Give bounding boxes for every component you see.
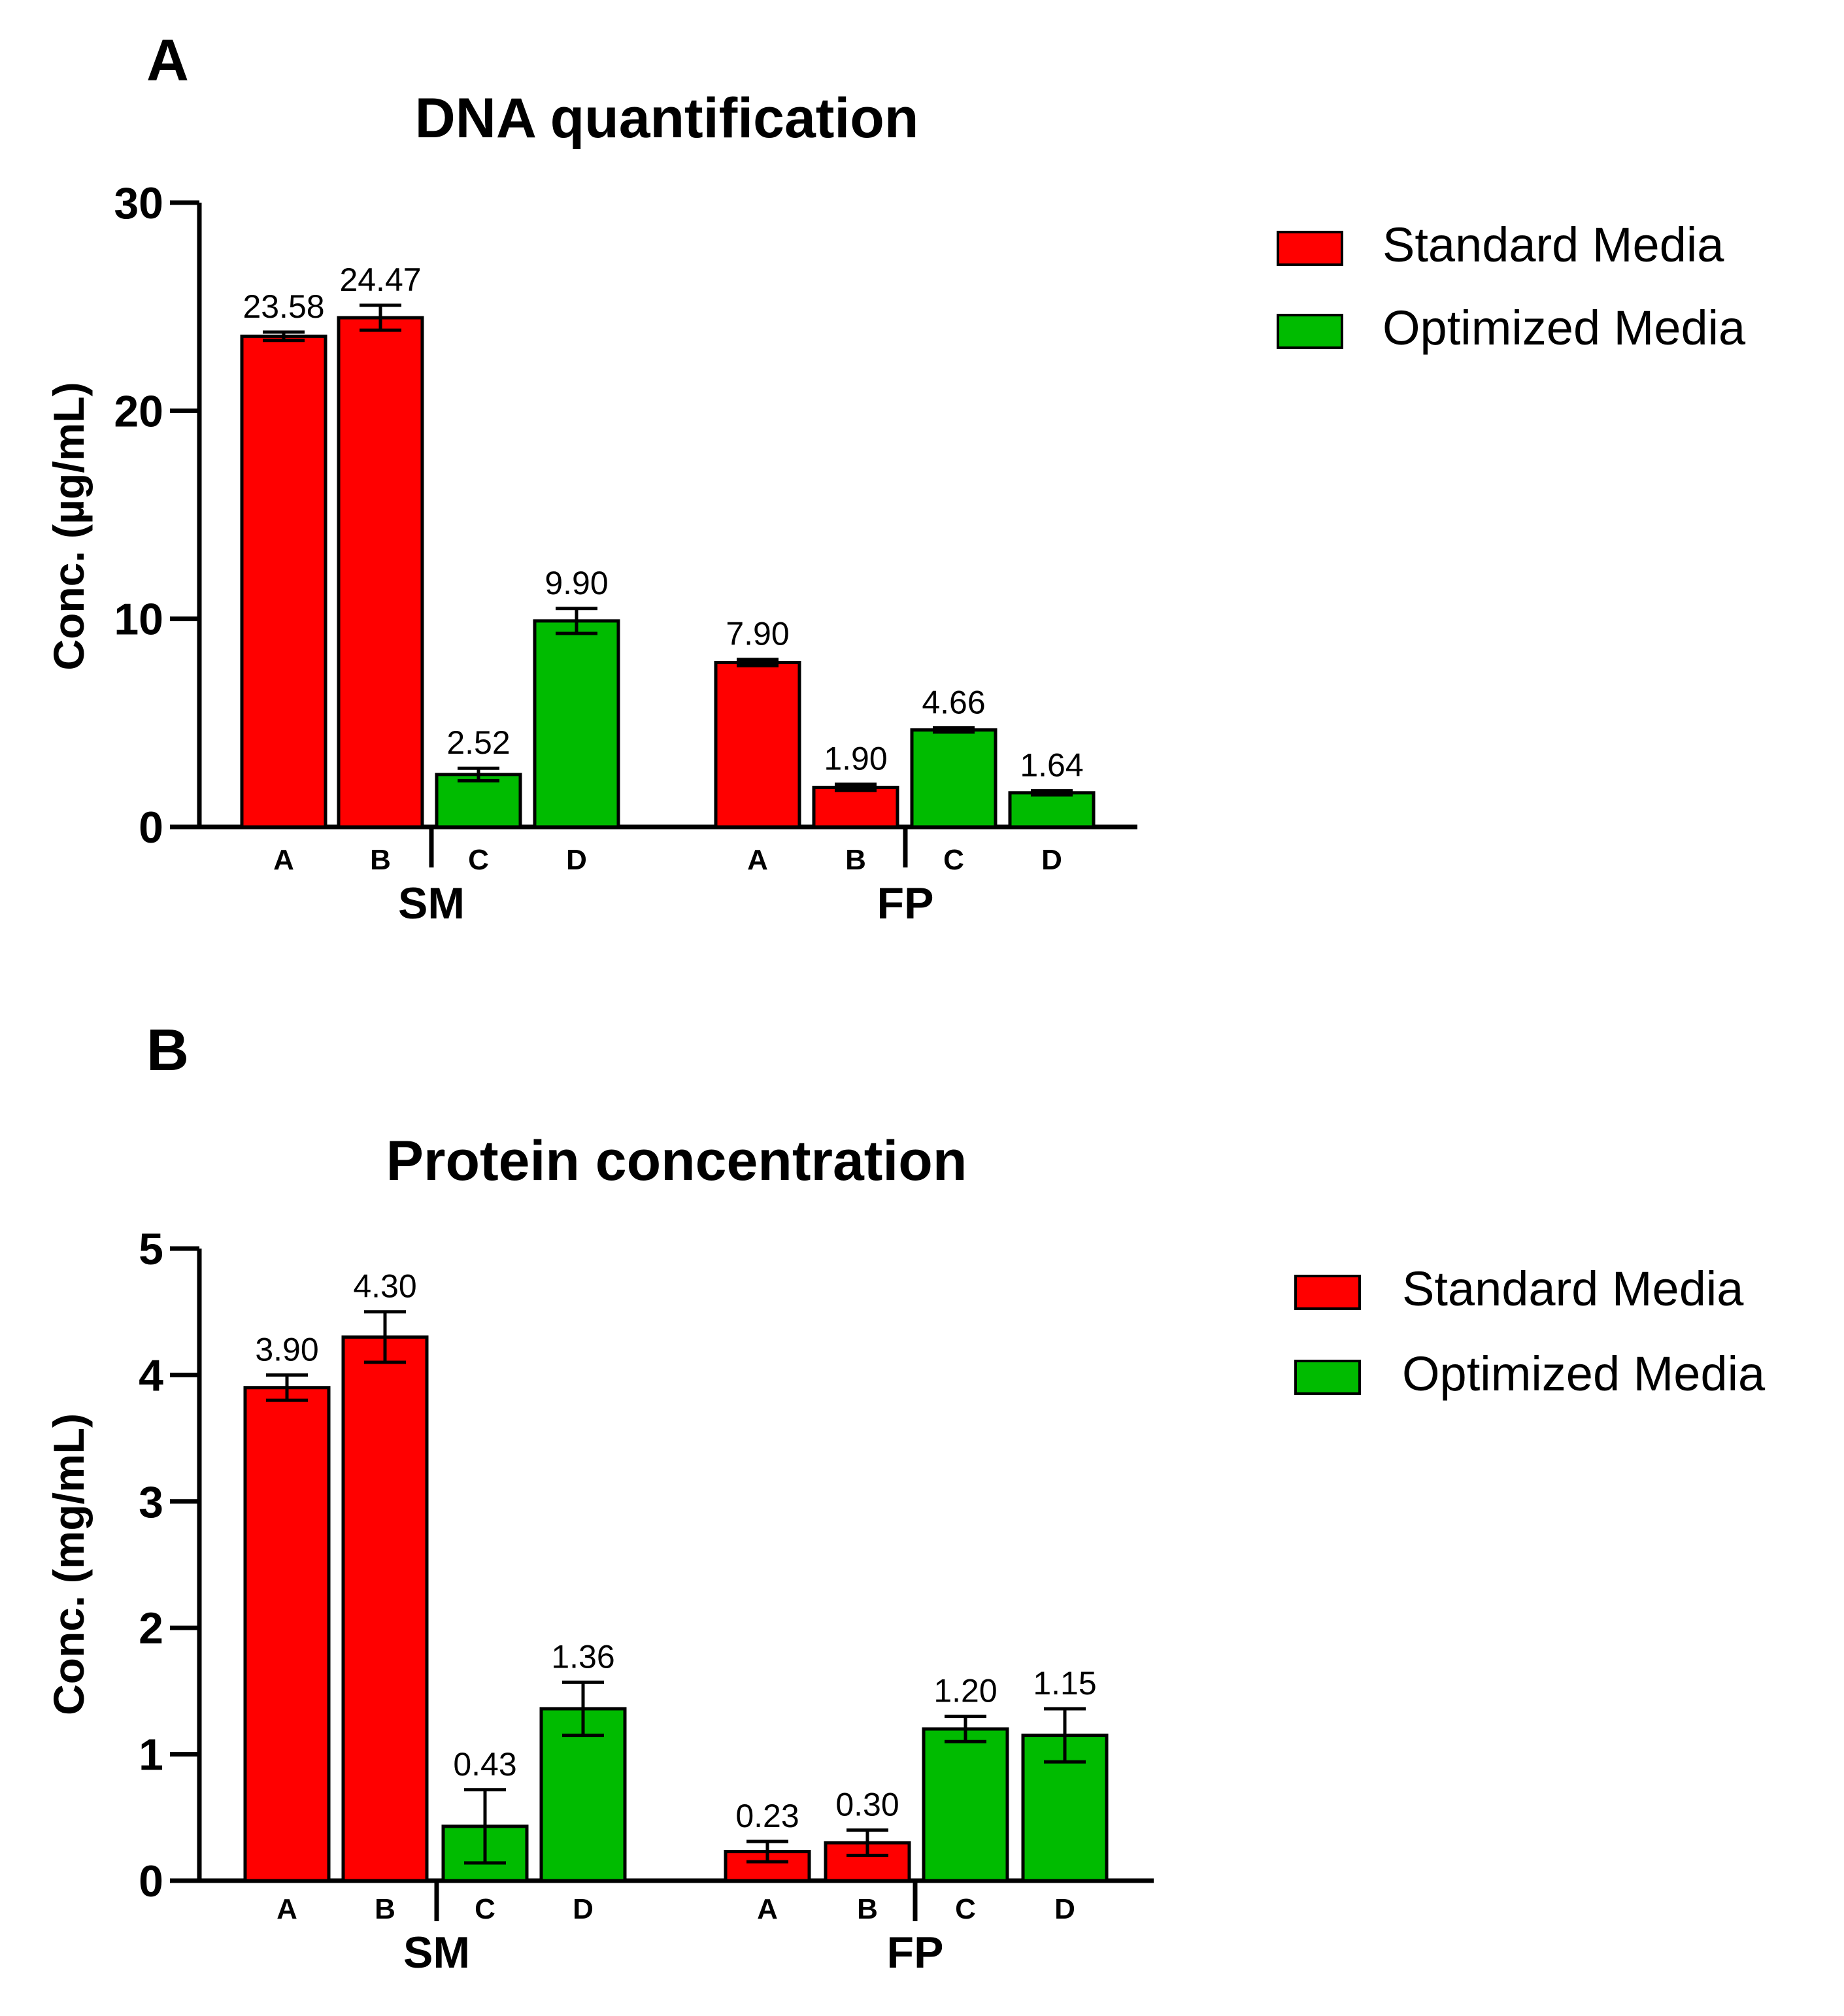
chart-b-value-label: 1.36	[551, 1638, 614, 1675]
chart-b-category-label: A	[277, 1893, 297, 1925]
panel-b-label: B	[146, 1018, 189, 1083]
chart-a-value-label: 1.90	[824, 741, 887, 777]
chart-b-bar	[922, 1727, 1009, 1883]
legend-a-standard-label: Standard Media	[1383, 218, 1724, 272]
chart-b-y-tick-label: 4	[139, 1351, 163, 1400]
chart-a-group-label: FP	[877, 879, 934, 928]
chart-b-value-label: 1.20	[933, 1673, 997, 1709]
chart-a-y-tick-label: 10	[114, 595, 163, 645]
chart-b-value-label: 0.23	[735, 1798, 799, 1834]
chart-a-value-label: 2.52	[446, 724, 510, 761]
chart-a-category-label: D	[1041, 844, 1062, 876]
chart-a-value-label: 7.90	[726, 616, 789, 652]
legend-b-standard-swatch	[1294, 1275, 1361, 1310]
legend-b-optimized-label: Optimized Media	[1402, 1347, 1766, 1401]
legend-a-standard-swatch	[1277, 231, 1343, 266]
chart-a-bar	[337, 316, 424, 829]
chart-b-bar	[539, 1707, 627, 1883]
legend-a-optimized-label: Optimized Media	[1383, 301, 1746, 355]
chart-a-category-label: C	[943, 844, 964, 876]
legend-b-standard-label: Standard Media	[1402, 1262, 1744, 1316]
chart-a-y-tick-label: 0	[139, 803, 163, 852]
chart-b-category-label: D	[1054, 1893, 1075, 1925]
chart-b-y-tick-label: 1	[139, 1730, 163, 1780]
chart-a-bar	[435, 773, 522, 829]
chart-a-y-tick-label: 30	[114, 178, 163, 228]
legend-b-optimized-swatch	[1294, 1360, 1361, 1395]
panel-a: A DNA quantification Conc. (µg/mL) 0 10 20…	[44, 28, 1746, 928]
panel-a-label: A	[146, 28, 189, 93]
chart-a-plot-area: 0 10 20 30 23.58 A 24.47 B 2.52 C 9.90 D 7.90 A 1.90 B 4…	[114, 178, 1137, 928]
chart-b-bar	[341, 1335, 429, 1883]
chart-a-y-axis-label: Conc. (µg/mL)	[44, 382, 93, 670]
chart-b-category-label: A	[757, 1893, 778, 1925]
chart-a-value-label: 24.47	[339, 261, 421, 298]
chart-a-category-label: A	[747, 844, 768, 876]
chart-b-group-label: SM	[403, 1928, 470, 1977]
chart-b-title: Protein concentration	[386, 1130, 967, 1192]
chart-a-legend: Standard Media Optimized Media	[1277, 218, 1746, 355]
chart-a-category-label: A	[273, 844, 294, 876]
chart-a-category-label: B	[370, 844, 391, 876]
chart-b-y-axis-label: Conc. (mg/mL)	[44, 1413, 93, 1715]
chart-b-value-label: 1.15	[1033, 1665, 1096, 1702]
chart-b-y-tick-label: 5	[139, 1224, 163, 1274]
chart-b-category-label: B	[375, 1893, 395, 1925]
chart-a-value-label: 23.58	[243, 288, 324, 325]
chart-a-y-tick-label: 20	[114, 386, 163, 436]
chart-b-value-label: 0.43	[453, 1746, 516, 1783]
chart-b-bar	[243, 1386, 331, 1883]
chart-b-value-label: 3.90	[255, 1331, 318, 1368]
chart-a-bar	[910, 728, 997, 829]
chart-b-legend: Standard Media Optimized Media	[1294, 1262, 1766, 1401]
chart-a-category-label: C	[468, 844, 489, 876]
chart-a-category-label: D	[566, 844, 587, 876]
chart-a-bar	[1008, 791, 1096, 829]
chart-b-value-label: 4.30	[353, 1268, 416, 1305]
chart-a-bar	[240, 334, 327, 829]
chart-b-category-label: D	[573, 1893, 594, 1925]
chart-a-value-label: 9.90	[545, 565, 608, 601]
chart-a-bar	[812, 786, 899, 829]
chart-b-category-label: C	[475, 1893, 495, 1925]
chart-b-category-label: B	[857, 1893, 878, 1925]
chart-a-bar	[714, 661, 801, 829]
chart-a-category-label: B	[845, 844, 866, 876]
chart-b-plot-area: 0 1 2 3 4 5 3.90 A 4.30 B 0.43 C 1.36 D 0.23 A 0.30 B 1.20…	[139, 1224, 1154, 1977]
panel-b: B Protein concentration Conc. (mg/mL) 0 1…	[44, 1018, 1766, 1977]
chart-a-value-label: 4.66	[922, 684, 985, 720]
chart-b-value-label: 0.30	[835, 1787, 899, 1823]
legend-a-optimized-swatch	[1277, 314, 1343, 349]
chart-a-title: DNA quantification	[415, 87, 919, 150]
chart-b-category-label: C	[955, 1893, 976, 1925]
chart-b-y-tick-label: 2	[139, 1604, 163, 1653]
chart-a-value-label: 1.64	[1020, 747, 1083, 784]
chart-b-y-tick-label: 0	[139, 1856, 163, 1906]
chart-b-y-tick-label: 3	[139, 1477, 163, 1527]
chart-a-group-label: SM	[398, 879, 465, 928]
chart-b-group-label: FP	[887, 1928, 944, 1977]
chart-a-bar	[533, 619, 620, 829]
